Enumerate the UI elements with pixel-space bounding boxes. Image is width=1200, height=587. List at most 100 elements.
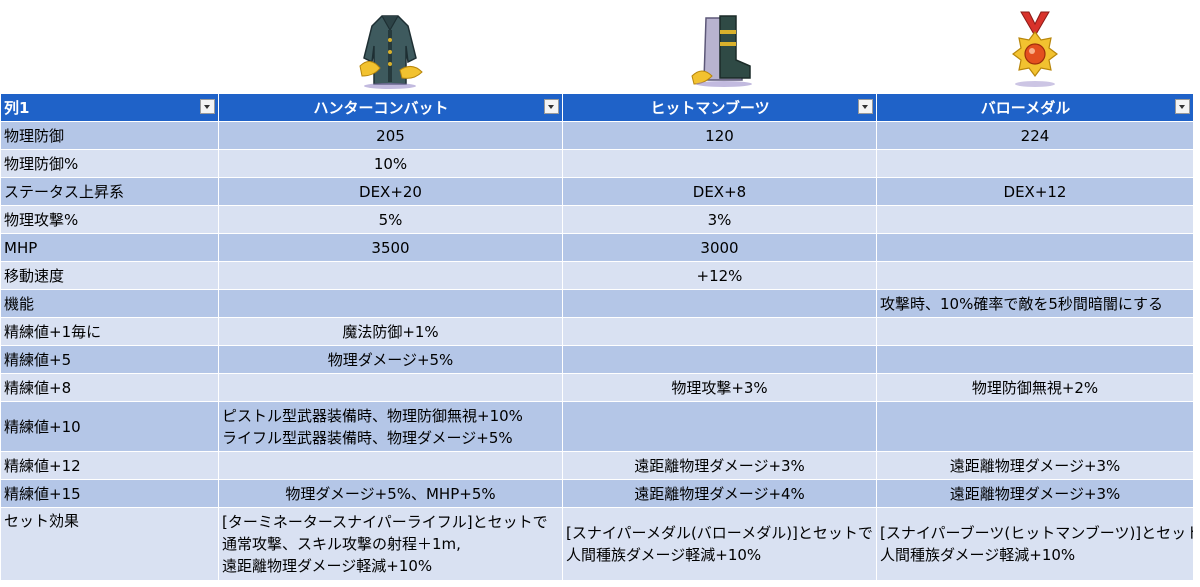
table-cell[interactable]: +12% [562,261,877,290]
table-body: 物理防御 205 120 224 物理防御% 10% ステータス上昇系 DEX+20 DEX+8… [0,121,1194,581]
table-row: 精練値+1毎に 魔法防御+1% [0,317,1194,346]
cell-text: 通常攻撃、スキル攻撃の射程＋1m, [222,535,461,553]
cell-text: [スナイパーメダル(バローメダル)]とセットで [566,524,873,542]
cell-text: 205 [376,126,405,145]
table-row: 精練値+8 物理攻撃+3% 物理防御無視+2% [0,373,1194,402]
cell-text: DEX+8 [692,182,747,201]
table-cell[interactable] [876,261,1194,290]
cell-text: 3% [707,210,732,229]
item-icon-row [0,0,1200,93]
table-cell[interactable]: 物理防御無視+2% [876,373,1194,402]
table-cell[interactable]: 物理攻撃+3% [562,373,877,402]
cell-text: 10% [373,154,408,173]
row-label[interactable]: 精練値+10 [0,401,219,452]
cell-text: 魔法防御+1% [342,323,439,341]
table-row: MHP 3500 3000 [0,233,1194,262]
table-cell[interactable]: 遠距離物理ダメージ+4% [562,479,877,508]
table-cell[interactable]: 5% [218,205,563,234]
column-header: ヒットマンブーツ [562,93,877,122]
row-label[interactable]: 物理防御% [0,149,219,178]
row-label[interactable]: 物理防御 [0,121,219,150]
table-cell[interactable] [562,149,877,178]
row-label[interactable]: 精練値+8 [0,373,219,402]
cell-text: 人間種族ダメージ軽減+10% [880,546,1076,564]
filter-dropdown-button[interactable] [858,99,873,114]
row-label[interactable]: 物理攻撃% [0,205,219,234]
table-cell[interactable]: 120 [562,121,877,150]
table-cell[interactable]: [スナイパーメダル(バローメダル)]とセットで 人間種族ダメージ軽減+10% [562,507,877,581]
boots-icon [691,15,752,87]
cell-text: 攻撃時、10%確率で敵を5秒間暗闇にする [880,295,1164,313]
column-header-label: ハンターコンバット [313,99,449,117]
table-cell[interactable]: 物理ダメージ+5%、MHP+5% [218,479,563,508]
table-cell[interactable]: 224 [876,121,1194,150]
table-cell[interactable]: DEX+12 [876,177,1194,206]
table-cell[interactable]: DEX+8 [562,177,877,206]
table-cell[interactable] [876,149,1194,178]
row-label[interactable]: 移動速度 [0,261,219,290]
cell-text: 物理攻撃+3% [671,379,768,397]
table-row: 精練値+5 物理ダメージ+5% [0,345,1194,374]
cell-text: DEX+20 [359,182,422,201]
table-cell[interactable]: ピストル型武器装備時、物理防御無視+10% ライフル型武器装備時、物理ダメージ+5… [218,401,563,452]
row-label[interactable]: 精練値+1毎に [0,317,219,346]
filter-dropdown-button[interactable] [1175,99,1190,114]
cell-text: +12% [696,266,743,285]
table-row: 物理防御 205 120 224 [0,121,1194,150]
table-cell[interactable]: 攻撃時、10%確率で敵を5秒間暗闇にする [876,289,1194,318]
row-label[interactable]: MHP [0,233,219,262]
table-cell[interactable]: 遠距離物理ダメージ+3% [876,479,1194,508]
row-label[interactable]: ステータス上昇系 [0,177,219,206]
table-cell[interactable]: 10% [218,149,563,178]
row-label[interactable]: 精練値+15 [0,479,219,508]
table-cell[interactable] [218,261,563,290]
table-cell[interactable]: 3000 [562,233,877,262]
row-label[interactable]: 精練値+12 [0,451,219,480]
row-label[interactable]: 精練値+5 [0,345,219,374]
table-cell[interactable] [562,345,877,374]
column-header: 列1 [0,93,219,122]
cell-text: [ターミネータースナイパーライフル]とセットで [222,513,548,531]
table-cell[interactable] [562,317,877,346]
table-cell[interactable]: 3500 [218,233,563,262]
table-cell[interactable]: [スナイパーブーツ(ヒットマンブーツ)]とセットで 人間種族ダメージ軽減+10% [876,507,1194,581]
table-cell[interactable]: [ターミネータースナイパーライフル]とセットで 通常攻撃、スキル攻撃の射程＋1m,… [218,507,563,581]
table-cell[interactable]: 遠距離物理ダメージ+3% [876,451,1194,480]
table-cell[interactable] [562,401,877,452]
cell-text: ライフル型武器装備時、物理ダメージ+5% [222,428,513,447]
table-row: 機能 攻撃時、10%確率で敵を5秒間暗闇にする [0,289,1194,318]
cell-text: 遠距離物理ダメージ+3% [634,457,805,475]
cell-text: 物理ダメージ+5%、MHP+5% [285,485,496,503]
table-cell[interactable]: DEX+20 [218,177,563,206]
table-cell[interactable]: 3% [562,205,877,234]
table-cell[interactable]: 遠距離物理ダメージ+3% [562,451,877,480]
cell-text: [スナイパーブーツ(ヒットマンブーツ)]とセットで [880,524,1194,542]
column-header-label: バローメダル [980,99,1071,117]
column-header-label: ヒットマンブーツ [650,99,770,117]
table-cell[interactable] [876,205,1194,234]
table-row: セット効果 [ターミネータースナイパーライフル]とセットで 通常攻撃、スキル攻撃の射… [0,507,1194,581]
filter-dropdown-button[interactable] [200,99,215,114]
filter-dropdown-button[interactable] [544,99,559,114]
table-cell[interactable] [218,289,563,318]
cell-text: 物理防御無視+2% [971,379,1099,397]
table-row: 物理防御% 10% [0,149,1194,178]
table-cell[interactable]: 205 [218,121,563,150]
cell-text: 遠距離物理ダメージ+3% [949,485,1121,503]
table-cell[interactable] [218,451,563,480]
medal-icon [1012,11,1058,87]
cell-text: 120 [705,126,734,145]
row-label[interactable]: 機能 [0,289,219,318]
table-cell[interactable] [876,317,1194,346]
table-cell[interactable] [876,345,1194,374]
table-cell[interactable] [218,373,563,402]
cell-text: 224 [1020,126,1050,145]
table-cell[interactable] [562,289,877,318]
jacket-icon [359,15,423,89]
table-cell[interactable] [876,233,1194,262]
table-cell[interactable] [876,401,1194,452]
table-cell[interactable]: 物理ダメージ+5% [218,345,563,374]
table-cell[interactable]: 魔法防御+1% [218,317,563,346]
cell-text: 3000 [700,238,739,257]
row-label[interactable]: セット効果 [0,507,219,581]
